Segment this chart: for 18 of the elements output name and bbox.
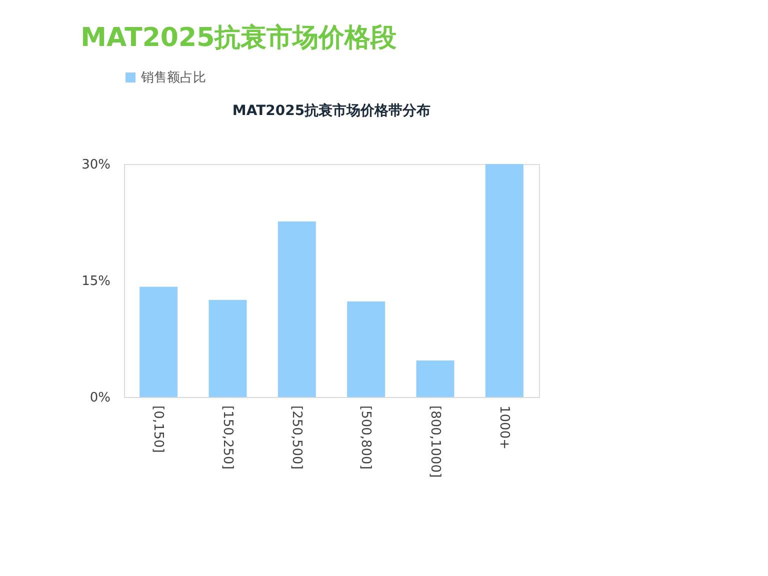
chart-title: MAT2025抗衰市场价格段 xyxy=(80,23,398,53)
bar xyxy=(208,300,247,397)
x-tick-label: [0,150] xyxy=(150,406,166,453)
x-tick-label: 1000+ xyxy=(496,406,512,450)
x-tick-label: [500,800] xyxy=(358,406,374,470)
y-tick-label: 0% xyxy=(90,390,110,406)
bar xyxy=(416,360,454,397)
bar xyxy=(347,301,386,397)
chart-subtitle: MAT2025抗衰市场价格带分布 xyxy=(232,102,431,119)
x-tick-label: [250,500] xyxy=(288,406,304,470)
y-tick-label: 30% xyxy=(82,158,110,172)
bar xyxy=(485,164,524,397)
x-tick-label: [150,250] xyxy=(220,406,235,470)
x-tick-label: [800,1000] xyxy=(427,406,442,478)
legend-label: 销售额占比 xyxy=(140,70,206,86)
bar xyxy=(140,286,178,397)
y-tick-label: 15% xyxy=(82,274,110,289)
bar xyxy=(278,221,316,397)
